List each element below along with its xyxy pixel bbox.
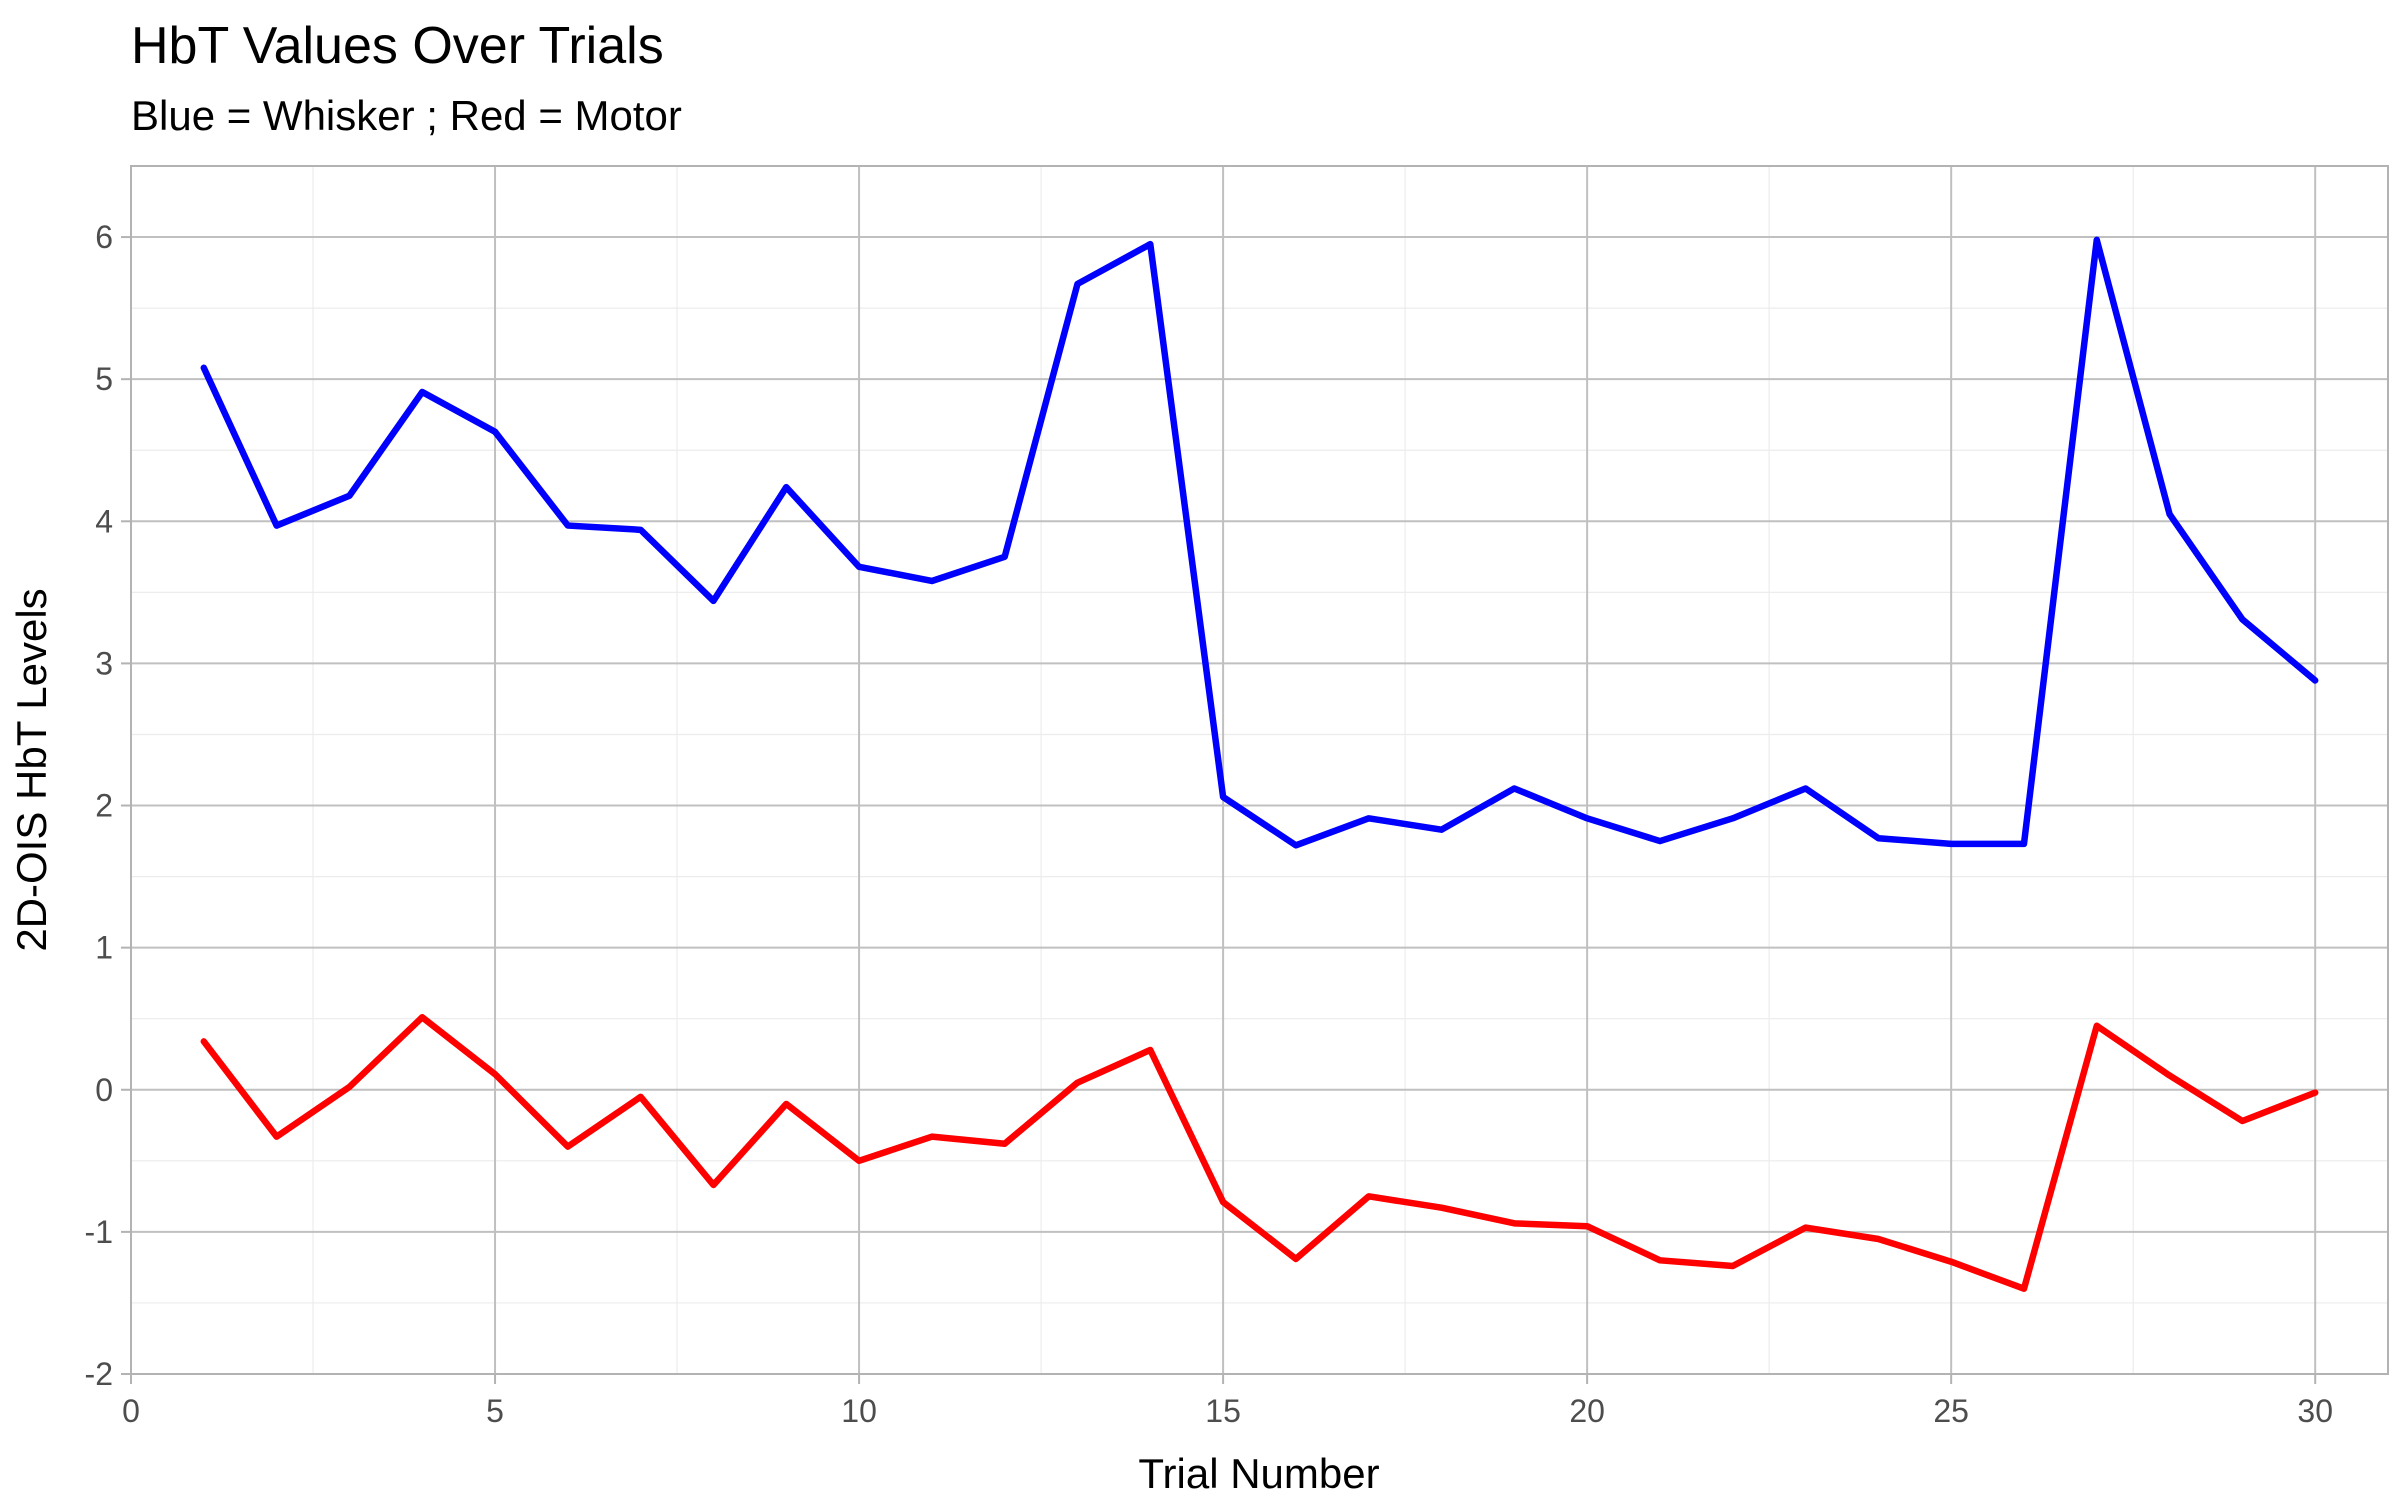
x-tick-label-20: 20	[1569, 1393, 1605, 1429]
y-tick-label-0: 0	[95, 1072, 113, 1108]
x-tick-label-15: 15	[1205, 1393, 1241, 1429]
x-tick-label-0: 0	[122, 1393, 140, 1429]
series-line-blue	[200, 236, 2319, 849]
x-tick-label-5: 5	[486, 1393, 504, 1429]
axes-layer: 0 5 10 15 20 25 30 -2 -1 0 1 2 3 4 5 6	[85, 165, 2389, 1429]
y-tick-label-3: 3	[95, 645, 113, 681]
y-tick-label-1: 1	[95, 930, 113, 966]
y-tick-label-6: 6	[95, 219, 113, 255]
y-tick-label-4: 4	[95, 503, 113, 539]
y-tick-label--2: -2	[85, 1356, 113, 1392]
y-tick-label-5: 5	[95, 361, 113, 397]
chart-subtitle: Blue = Whisker ; Red = Motor	[131, 92, 682, 139]
x-axis-title: Trial Number	[1138, 1450, 1379, 1497]
plot-grid	[130, 166, 2388, 1375]
y-tick-label--1: -1	[85, 1214, 113, 1250]
x-tick-label-10: 10	[841, 1393, 877, 1429]
series-line-red	[200, 1014, 2319, 1292]
chart-title: HbT Values Over Trials	[131, 17, 664, 75]
series-layer	[200, 236, 2319, 1292]
y-axis-title: 2D-OIS HbT Levels	[8, 588, 55, 951]
x-tick-label-30: 30	[2297, 1393, 2333, 1429]
y-tick-label-2: 2	[95, 788, 113, 824]
plot-panel-bg	[131, 166, 2388, 1374]
x-tick-label-25: 25	[1933, 1393, 1969, 1429]
